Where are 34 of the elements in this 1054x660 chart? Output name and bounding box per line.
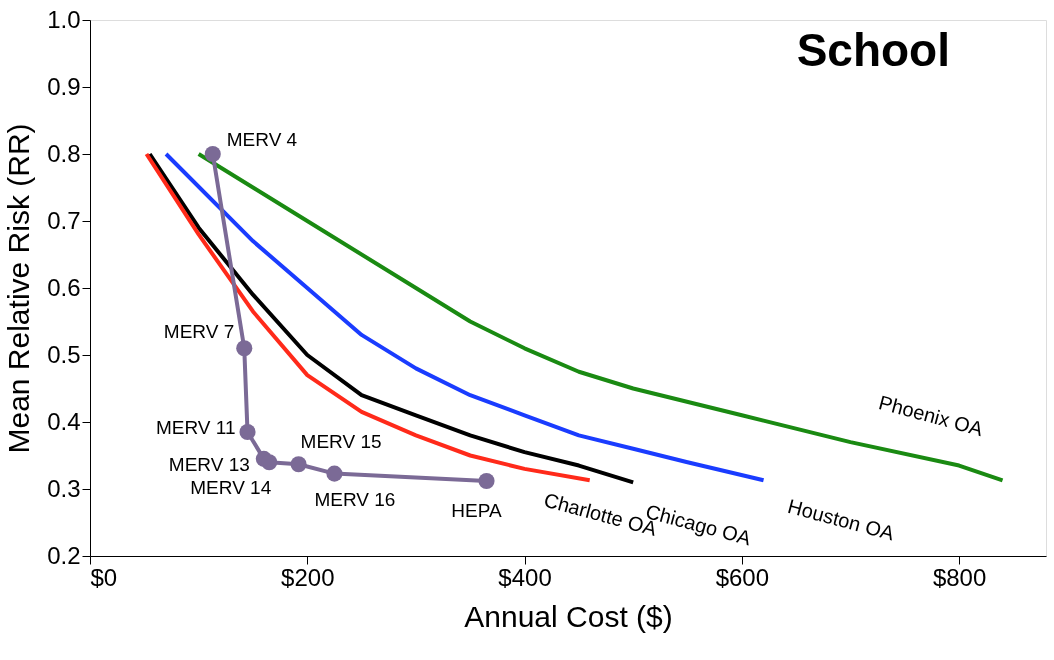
chart-title: School bbox=[796, 24, 950, 76]
annotation: MERV 7 bbox=[163, 321, 235, 343]
y-tick-label: 0.3 bbox=[47, 474, 81, 502]
annotation: MERV 11 bbox=[155, 417, 236, 439]
y-tick-label: 0.7 bbox=[47, 206, 81, 234]
y-tick-label: 0.9 bbox=[47, 72, 81, 100]
y-axis-title: Mean Relative Risk (RR) bbox=[2, 123, 36, 454]
annotation: MERV 4 bbox=[226, 129, 298, 150]
annotation: HEPA bbox=[451, 499, 503, 521]
point bbox=[326, 465, 343, 482]
text: Houston OA bbox=[785, 494, 898, 545]
x-axis-title: Annual Cost ($) bbox=[464, 599, 673, 633]
x-tick-label: $600 bbox=[715, 563, 770, 591]
y-tick-label: 0.4 bbox=[47, 407, 81, 435]
y-tick-label: 0.5 bbox=[47, 340, 81, 368]
x-tick-label: $200 bbox=[281, 563, 335, 591]
y-tick-label: 0.8 bbox=[47, 139, 81, 167]
y-tick-label: 1.0 bbox=[47, 5, 81, 33]
point bbox=[261, 454, 278, 471]
annotation: MERV 15 bbox=[300, 431, 382, 453]
point bbox=[239, 424, 256, 441]
annotation: MERV 16 bbox=[314, 488, 396, 510]
x-tick-label: $800 bbox=[932, 563, 987, 591]
y-tick-label: 0.6 bbox=[47, 273, 81, 301]
point bbox=[478, 472, 495, 490]
y-tick-label: 0.2 bbox=[47, 541, 81, 569]
annotation: MERV 14 bbox=[190, 477, 272, 499]
x-tick-label: $0 bbox=[90, 563, 118, 591]
point bbox=[204, 145, 221, 163]
x-tick-label: $400 bbox=[498, 563, 552, 591]
point bbox=[236, 340, 253, 357]
point bbox=[290, 456, 307, 473]
text: Phoenix OA bbox=[876, 391, 986, 441]
annotation: MERV 13 bbox=[168, 453, 250, 475]
